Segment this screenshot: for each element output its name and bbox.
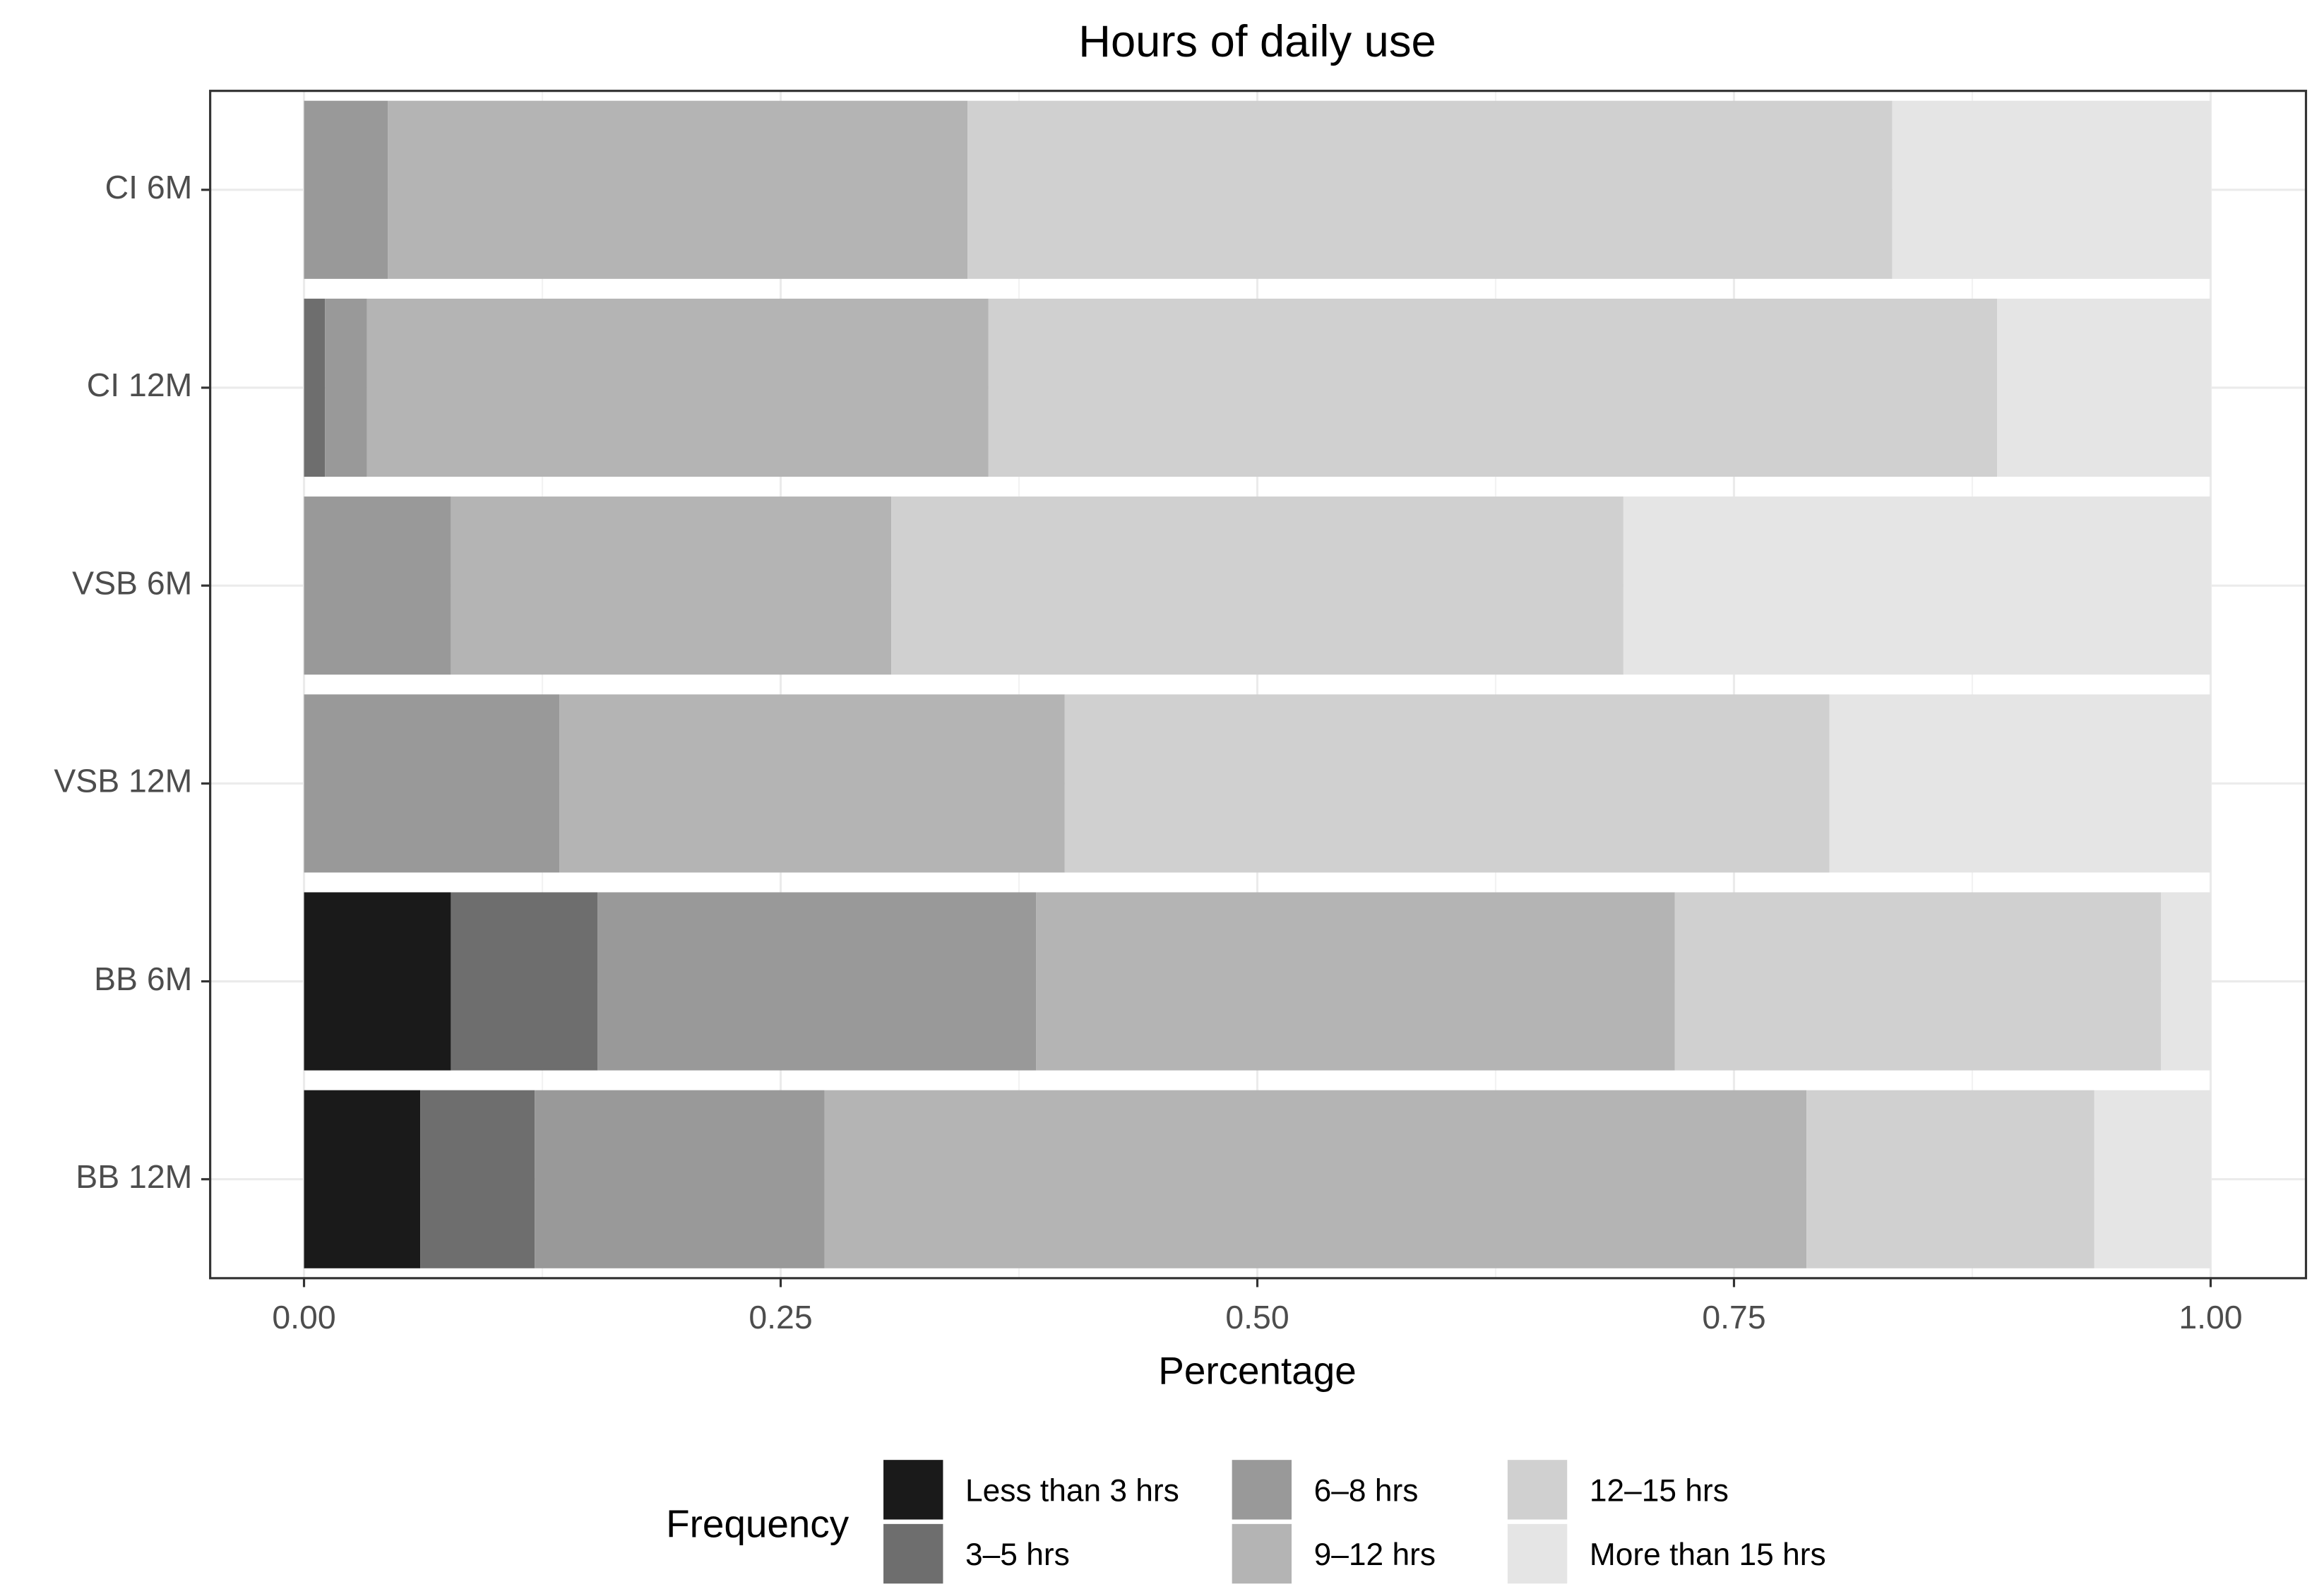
bar-segment xyxy=(1892,100,2211,279)
legend-label: 12–15 hrs xyxy=(1590,1473,1729,1508)
bar-segment xyxy=(304,100,388,279)
bar-segment xyxy=(304,1090,421,1268)
bar-segment xyxy=(967,100,1893,279)
bar-segment xyxy=(304,298,326,477)
y-tick-label: BB 6M xyxy=(94,960,192,997)
legend-label: 9–12 hrs xyxy=(1314,1538,1436,1572)
legend-key xyxy=(1507,1523,1568,1584)
bar-segment xyxy=(451,892,598,1071)
legend-label: 3–5 hrs xyxy=(965,1538,1070,1572)
x-tick-label: 1.00 xyxy=(2179,1299,2242,1336)
bar-segment xyxy=(304,496,451,675)
bar-segment xyxy=(1674,892,2162,1071)
bar-segment xyxy=(2161,892,2211,1071)
bar-segment xyxy=(597,892,1037,1071)
legend-key xyxy=(1232,1460,1292,1520)
chart-title: Hours of daily use xyxy=(1078,17,1436,66)
bar-segment xyxy=(304,892,451,1071)
bar-segment xyxy=(1064,694,1830,873)
legend-label: 6–8 hrs xyxy=(1314,1473,1419,1508)
bar-segment xyxy=(388,100,968,279)
x-tick-label: 0.25 xyxy=(749,1299,812,1336)
bar-segment xyxy=(1623,496,2211,675)
x-tick-label: 0.75 xyxy=(1702,1299,1765,1336)
bar-segment xyxy=(535,1090,825,1268)
y-tick-label: VSB 6M xyxy=(72,564,192,601)
y-tick-label: CI 6M xyxy=(105,169,193,206)
legend-key xyxy=(883,1523,943,1584)
bar-segment xyxy=(1806,1090,2094,1268)
bar-segment xyxy=(2094,1090,2211,1268)
x-tick-label: 0.00 xyxy=(272,1299,335,1336)
legend-title: Frequency xyxy=(666,1502,850,1546)
legend-label: Less than 3 hrs xyxy=(965,1473,1179,1508)
bar-segment xyxy=(1997,298,2211,477)
bar-segment xyxy=(451,496,892,675)
legend-label: More than 15 hrs xyxy=(1590,1538,1826,1572)
bar-segment xyxy=(367,298,989,477)
y-tick-label: CI 12M xyxy=(87,367,193,403)
bar-segment xyxy=(824,1090,1807,1268)
legend-key xyxy=(1232,1523,1292,1584)
x-tick-label: 0.50 xyxy=(1225,1299,1289,1336)
bar-segment xyxy=(325,298,367,477)
x-axis-title: Percentage xyxy=(1158,1348,1356,1392)
bar-segment xyxy=(891,496,1623,675)
bar-segment xyxy=(988,298,1998,477)
bar-segment xyxy=(1036,892,1675,1071)
bar-segment xyxy=(559,694,1065,873)
legend-key xyxy=(883,1460,943,1520)
y-tick-label: BB 12M xyxy=(76,1158,192,1195)
bar-segment xyxy=(304,694,560,873)
legend-key xyxy=(1507,1460,1568,1520)
y-tick-label: VSB 12M xyxy=(54,763,192,799)
bar-segment xyxy=(1829,694,2211,873)
bar-segment xyxy=(420,1090,535,1268)
